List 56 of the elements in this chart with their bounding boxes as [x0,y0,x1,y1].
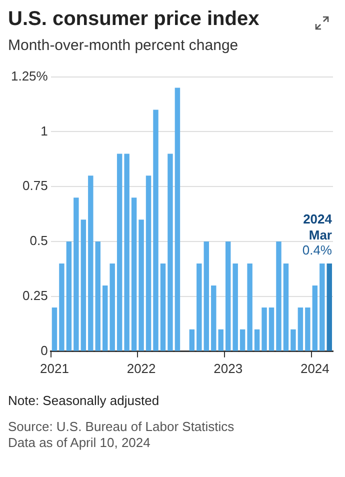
annotation: Mar [308,228,332,243]
bar [196,264,202,351]
bar [168,154,173,351]
bar [74,198,79,351]
bar [124,154,130,351]
bar [66,242,72,351]
bar [153,110,158,351]
bar [225,242,231,351]
data-label: 0.4% [302,242,332,258]
bar [312,285,318,351]
bar [110,264,115,351]
y-tick-label: 0.75 [22,178,48,194]
bar [268,307,274,351]
bar [189,329,195,351]
x-tick-label: 2021 [40,360,69,376]
text: Data as of April 10, 2024 [8,435,152,451]
annotation: 2024 [303,212,333,227]
bar [88,176,94,351]
x-tick-label: 2024 [300,360,330,376]
x-tick-label: 2022 [126,360,156,376]
bar [52,307,58,351]
bar [95,242,100,351]
bar [232,264,238,351]
bar [218,329,224,351]
bar [240,329,246,351]
bar [262,307,267,351]
bar [290,329,296,351]
bar [102,285,108,351]
bar [80,220,86,351]
bar [276,242,282,351]
bar [283,264,289,351]
bar [138,220,144,351]
y-tick-label: 1.25% [10,68,48,84]
source-note: Source: U.S. Bureau of Labor Statistics [8,419,236,435]
bar [211,285,216,351]
bar [247,264,252,351]
y-tick-label: 0.5 [30,233,48,248]
y-tick-label: 0 [40,342,48,358]
chart-subtitle: Month-over-month percent change [8,37,240,54]
bar [116,154,122,351]
bar [204,242,210,351]
x-tick-label: 2023 [214,360,243,376]
bar [254,329,260,351]
bar [131,198,137,351]
bar [59,264,64,351]
bar [298,307,304,351]
bar [174,88,180,351]
bar [160,264,166,351]
y-tick-label: 1 [40,123,48,138]
text: Note: Seasonally adjusted [8,393,160,409]
y-tick-label: 0.25 [22,288,48,304]
bar [326,264,332,351]
chart-title: U.S. consumer price index [8,8,260,31]
bar [146,176,152,351]
bar [305,307,310,351]
bar [320,264,325,351]
